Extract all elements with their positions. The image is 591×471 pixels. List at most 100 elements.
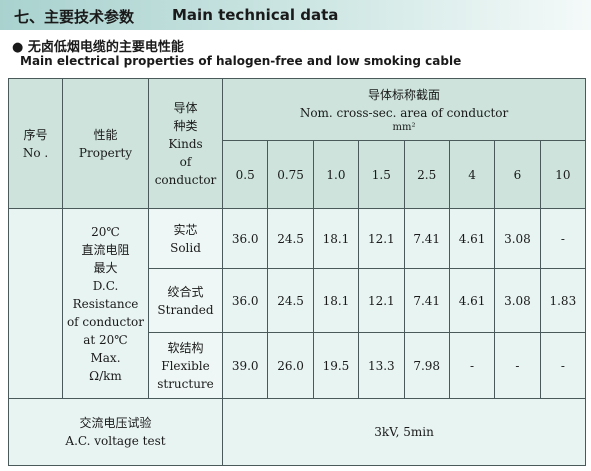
value-cell: 3.08 — [494, 268, 541, 333]
value-cell: 1.83 — [539, 268, 587, 333]
cell-line: 36.0 — [231, 293, 259, 308]
value-cell: - — [448, 332, 496, 399]
cell-line: 24.5 — [277, 231, 304, 246]
no-cell — [8, 208, 63, 399]
cell-line: 最大 — [93, 260, 118, 275]
table-row: 交流电压试验 A.C. voltage test 3kV, 5min — [8, 398, 587, 466]
cell-line: 24.5 — [277, 293, 304, 308]
cell-line: 0.75 — [277, 167, 304, 182]
cell-line: 0.5 — [235, 167, 255, 182]
cell-line: D.C. — [92, 278, 119, 293]
size-header: 6 — [494, 140, 541, 209]
size-header: 0.75 — [267, 140, 314, 209]
value-cell: 39.0 — [221, 332, 269, 399]
cell-line: mm² — [392, 121, 416, 133]
cell-line: 7.98 — [413, 358, 441, 373]
cell-line: Nom. cross-sec. area of conductor — [299, 105, 509, 120]
cell-line: 12.1 — [367, 293, 395, 308]
value-cell: 3.08 — [494, 208, 541, 269]
kind-cell: 绞合式 Stranded — [148, 268, 223, 333]
cell-line: Property — [78, 145, 133, 160]
cell-line: Stranded — [157, 302, 214, 317]
cell-line: 6 — [513, 167, 522, 182]
cell-line: Solid — [170, 240, 201, 255]
cell-line: 交流电压试验 — [79, 416, 152, 430]
cell-line: 4.61 — [458, 293, 486, 308]
cell-line: A.C. voltage test — [65, 434, 166, 448]
cell-line: 26.0 — [277, 358, 304, 373]
cell-line: of — [179, 154, 192, 169]
cell-line: 10 — [555, 167, 571, 182]
value-cell: 26.0 — [267, 332, 314, 399]
table-row: 0.5 0.75 1.0 1.5 2.5 4 6 10 — [9, 140, 587, 209]
title-cn: 七、主要技术参数 — [14, 8, 135, 26]
value-cell: 18.1 — [312, 208, 360, 269]
cell-line: 12.1 — [367, 231, 395, 246]
cell-line: - — [560, 358, 565, 373]
value-cell: 13.3 — [358, 332, 405, 399]
table-row: 软结构 Flexible structure 39.0 26.0 19.5 13.3 7.98… — [9, 332, 587, 399]
title-en: Main technical data — [172, 6, 339, 24]
value-cell: 19.5 — [312, 332, 360, 399]
kind-cell: 软结构 Flexible structure — [148, 332, 223, 399]
spec-table: 序号 No . 性能 Property 导体 种类 Kinds of conductor 导体标称… — [8, 78, 587, 466]
cell-line: Kinds — [168, 136, 203, 151]
value-cell: 12.1 — [358, 268, 405, 333]
cell-line: 3.08 — [504, 231, 531, 246]
cell-line: 1.83 — [549, 293, 577, 308]
size-header: 1.5 — [358, 140, 405, 209]
voltage-value: 3kV, 5min — [221, 398, 587, 466]
cell-line: 软结构 — [167, 340, 204, 355]
cell-line: Max. — [90, 350, 121, 365]
value-cell: 24.5 — [267, 208, 314, 269]
cell-line: 3.08 — [504, 293, 531, 308]
property-cell: 20℃ 直流电阻最大 D.C. Resistance of conductor at 20… — [62, 208, 149, 399]
size-header: 2.5 — [403, 140, 450, 209]
voltage-label: 交流电压试验 A.C. voltage test — [8, 398, 223, 466]
cell-line: 1.0 — [326, 167, 346, 182]
section-title-en: Main electrical properties of halogen-fr… — [20, 54, 462, 68]
cell-line: 直流电阻 — [81, 242, 130, 257]
value-cell: 12.1 — [358, 208, 405, 269]
size-header: 0.5 — [221, 140, 269, 209]
size-header: 10 — [539, 140, 587, 209]
cell-line: 序号 — [23, 127, 48, 142]
cell-line: Flexible — [161, 358, 210, 373]
no-header: 序号 No . — [8, 78, 63, 209]
section-title-cn: 无卤低烟电缆的主要电性能 — [27, 40, 184, 55]
cell-line: 36.0 — [231, 231, 259, 246]
cell-line: 性能 — [93, 127, 118, 142]
value-cell: - — [539, 332, 587, 399]
cell-line: 20℃ — [91, 224, 120, 239]
kind-cell: 实芯 Solid — [148, 208, 223, 269]
cell-line: No . — [22, 145, 49, 160]
cell-line: 7.41 — [413, 293, 441, 308]
value-cell: 24.5 — [267, 268, 314, 333]
cell-line: Resistance — [72, 296, 139, 311]
cell-line: 18.1 — [322, 293, 350, 308]
value-cell: 7.41 — [403, 268, 450, 333]
value-cell: - — [539, 208, 587, 269]
cell-line: 4.61 — [458, 231, 486, 246]
title-bar: 七、主要技术参数 Main technical data — [0, 0, 591, 30]
cell-line: Ω/km — [89, 368, 122, 383]
cell-line: 19.5 — [322, 358, 350, 373]
cell-line: 绞合式 — [167, 284, 204, 299]
cell-line: 4 — [468, 167, 476, 182]
cell-line: of conductor — [66, 314, 145, 329]
area-header: 导体标称截面 Nom. cross-sec. area of conductor m… — [221, 78, 587, 141]
kinds-header: 导体 种类 Kinds of conductor — [148, 78, 223, 209]
bullet: ● — [12, 40, 24, 55]
cell-line: - — [560, 231, 565, 246]
cell-line: 导体 — [173, 100, 198, 115]
value-cell: 36.0 — [221, 268, 269, 333]
size-header: 4 — [448, 140, 496, 209]
cell-line: conductor — [154, 172, 217, 187]
cell-line: structure — [157, 376, 214, 391]
cell-line: 1.5 — [371, 167, 391, 182]
cell-line: at 20℃ — [83, 332, 128, 347]
cell-line: 实芯 — [173, 222, 198, 237]
cell-line: - — [515, 358, 520, 373]
value-cell: 7.41 — [403, 208, 450, 269]
